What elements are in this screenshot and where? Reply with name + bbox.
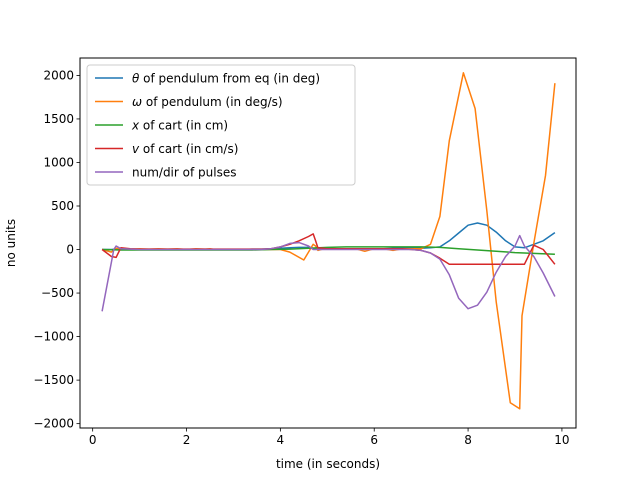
x-axis-label: time (in seconds)	[276, 457, 380, 471]
x-tick-label: 10	[554, 433, 569, 447]
legend-label-1: θ of pendulum from eq (in deg)	[132, 72, 320, 86]
y-axis-ticks: −2000 −1500 −1000 −500 0 500 1000 1500 2000	[33, 68, 80, 431]
legend-text: of pendulum from eq (in deg)	[139, 72, 320, 86]
legend-text: num/dir of pulses	[132, 166, 236, 180]
legend-symbol: x	[131, 119, 140, 133]
axes-frame	[79, 57, 577, 429]
legend-label-4: v of cart (in cm/s)	[132, 142, 238, 156]
x-tick-label: 2	[183, 433, 191, 447]
x-tick-label: 6	[370, 433, 378, 447]
series-line-5	[101, 234, 556, 312]
legend-text: of cart (in cm/s)	[139, 142, 238, 156]
y-axis-label: no units	[4, 219, 18, 267]
x-tick-label: 8	[464, 433, 472, 447]
y-tick-label: 2000	[43, 68, 74, 82]
y-tick-label: −500	[41, 286, 74, 300]
legend-symbol: θ	[132, 72, 140, 86]
y-tick-label: −2000	[33, 417, 74, 431]
legend-label-5: num/dir of pulses	[132, 166, 236, 180]
x-tick-label: 0	[89, 433, 97, 447]
plot-lines	[101, 72, 556, 410]
legend: θ of pendulum from eq (in deg) ω of pendu…	[86, 64, 356, 186]
y-tick-label: −1000	[33, 330, 74, 344]
y-tick-label: 500	[51, 199, 74, 213]
y-tick-label: 1500	[43, 112, 74, 126]
legend-symbol: ω	[132, 95, 142, 109]
y-tick-label: −1500	[33, 373, 74, 387]
legend-label-2: ω of pendulum (in deg/s)	[132, 95, 283, 109]
legend-label-3: x of cart (in cm)	[131, 119, 228, 133]
legend-symbol: v	[132, 142, 140, 156]
legend-text: of cart (in cm)	[139, 119, 228, 133]
legend-text: of pendulum (in deg/s)	[142, 95, 283, 109]
x-axis-ticks: 0 2 4 6 8 10	[89, 428, 570, 447]
y-tick-label: 0	[66, 243, 74, 257]
x-tick-label: 4	[277, 433, 285, 447]
legend-box	[86, 64, 356, 186]
y-tick-label: 1000	[43, 155, 74, 169]
